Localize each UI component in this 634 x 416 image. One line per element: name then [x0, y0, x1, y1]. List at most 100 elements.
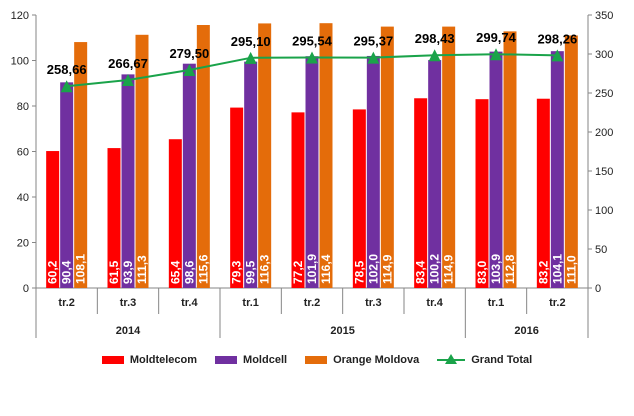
- bar-orange-moldova: [135, 34, 149, 289]
- bar-data-label: 116,3: [258, 254, 272, 284]
- right-axis-tick-label: 200: [595, 127, 613, 139]
- bar-moldcell: [244, 61, 258, 289]
- grand-total-marker: [490, 48, 502, 61]
- bar-orange-moldova: [380, 26, 394, 288]
- bar-orange-moldova: [258, 23, 272, 288]
- bar-orange-moldova: [503, 31, 517, 288]
- left-axis-tick-label: 40: [17, 192, 29, 204]
- legend-label-moldtelecom: Moldtelecom: [129, 354, 198, 366]
- bar-moldtelecom: [352, 109, 366, 288]
- grand-total-data-label: 258,66: [47, 62, 87, 77]
- grand-total-data-label: 295,37: [353, 34, 393, 49]
- bar-moldtelecom: [291, 112, 305, 289]
- plot-area: 0 20 40 60 80 100 120 0 50 100 150 200 250 300 350 tr.2…: [11, 10, 613, 338]
- year-label: 2016: [514, 325, 538, 337]
- bar-data-label: 116,4: [319, 254, 333, 284]
- bar-data-label: 83,2: [536, 260, 550, 284]
- bar-data-label: 100,2: [428, 254, 442, 284]
- grand-total-marker: [551, 49, 564, 62]
- bar-orange-moldova: [196, 25, 210, 288]
- right-axis-tick-label: 50: [595, 244, 607, 256]
- bar-moldcell: [182, 63, 196, 289]
- year-label: 2015: [330, 325, 354, 337]
- bar-orange-moldova: [319, 23, 333, 288]
- right-axis-tick-label: 0: [595, 283, 601, 295]
- right-axis-tick-label: 150: [595, 166, 613, 178]
- bar-moldtelecom: [230, 107, 244, 288]
- grand-total-marker: [367, 51, 380, 64]
- category-label: tr.1: [488, 297, 505, 309]
- bar-moldtelecom: [475, 99, 489, 288]
- bar-moldtelecom: [168, 139, 182, 288]
- category-label: tr.3: [120, 297, 137, 309]
- legend-item-moldcell: Moldcell: [215, 354, 287, 366]
- left-axis-tick-label: 120: [11, 10, 29, 22]
- bar-data-label: 103,9: [489, 254, 503, 284]
- bar-data-label: 78,5: [352, 260, 366, 284]
- bar-data-label: 83,0: [475, 260, 489, 284]
- grand-total-marker: [60, 80, 73, 93]
- category-label: tr.4: [181, 297, 198, 309]
- bar-moldtelecom: [107, 148, 121, 288]
- legend-label-orange-moldova: Orange Moldova: [333, 354, 420, 366]
- left-axis-tick-label: 80: [17, 101, 29, 113]
- grand-total-marker: [244, 51, 257, 64]
- grand-total-data-label: 295,54: [292, 33, 333, 48]
- bar-data-label: 102,0: [366, 254, 380, 284]
- category-label: tr.2: [304, 297, 321, 309]
- category-label: tr.3: [365, 297, 382, 309]
- bar-moldcell: [60, 82, 74, 288]
- left-axis-tick-label: 100: [11, 56, 29, 68]
- category-label: tr.1: [242, 297, 259, 309]
- right-axis-tick-label: 350: [595, 10, 613, 22]
- bar-moldcell: [305, 56, 319, 288]
- legend-label-moldcell: Moldcell: [243, 354, 288, 366]
- bar-orange-moldova: [442, 26, 456, 288]
- bar-data-label: 60,2: [46, 260, 60, 284]
- bar-moldtelecom: [536, 98, 550, 288]
- right-axis-tick-label: 100: [595, 205, 613, 217]
- bar-moldcell: [428, 60, 442, 288]
- bar-data-label: 101,9: [305, 254, 319, 284]
- legend-swatch-moldcell: [215, 356, 238, 364]
- bar-moldtelecom: [414, 98, 428, 288]
- bar-data-label: 61,5: [107, 260, 121, 284]
- legend-line-grand-total: [437, 354, 466, 366]
- bar-data-label: 99,5: [244, 260, 258, 284]
- bar-data-label: 83,4: [414, 260, 428, 284]
- grand-total-marker: [306, 51, 318, 64]
- legend-label-grand-total: Grand Total: [471, 354, 533, 366]
- bar-data-label: 114,9: [442, 254, 456, 284]
- grand-total-data-label: 298,26: [537, 31, 577, 46]
- bar-moldcell: [366, 55, 380, 289]
- left-axis-tick-label: 60: [17, 147, 29, 159]
- bar-data-label: 112,8: [503, 254, 517, 284]
- bar-orange-moldova: [74, 42, 88, 289]
- bar-data-label: 90,4: [60, 260, 74, 284]
- bar-data-label: 115,6: [196, 254, 210, 284]
- grand-total-marker: [122, 73, 134, 86]
- category-label: tr.2: [549, 297, 566, 309]
- bar-data-label: 65,4: [168, 260, 182, 284]
- bar-data-label: 98,6: [182, 260, 196, 284]
- bar-data-label: 104,1: [550, 254, 564, 284]
- bar-data-label: 93,9: [121, 260, 135, 284]
- bar-data-label: 77,2: [291, 260, 305, 284]
- right-axis-tick-label: 300: [595, 49, 613, 61]
- left-axis-tick-label: 20: [17, 238, 29, 250]
- bar-data-label: 111,3: [135, 255, 149, 284]
- legend-item-moldtelecom: Moldtelecom: [101, 354, 198, 366]
- bar-moldcell: [121, 74, 135, 288]
- left-axis-tick-label: 0: [23, 283, 29, 295]
- year-label: 2014: [116, 325, 141, 337]
- grand-total-data-label: 279,50: [169, 46, 209, 61]
- grand-total-data-label: 295,10: [231, 34, 271, 49]
- bar-data-label: 108,1: [74, 254, 88, 284]
- bar-data-label: 79,3: [230, 260, 244, 284]
- category-label: tr.4: [426, 297, 443, 309]
- legend: Moldtelecom Moldcell Orange Moldova Gran…: [0, 348, 634, 372]
- right-axis-tick-label: 250: [595, 88, 613, 100]
- grand-total-data-label: 299,74: [476, 30, 517, 45]
